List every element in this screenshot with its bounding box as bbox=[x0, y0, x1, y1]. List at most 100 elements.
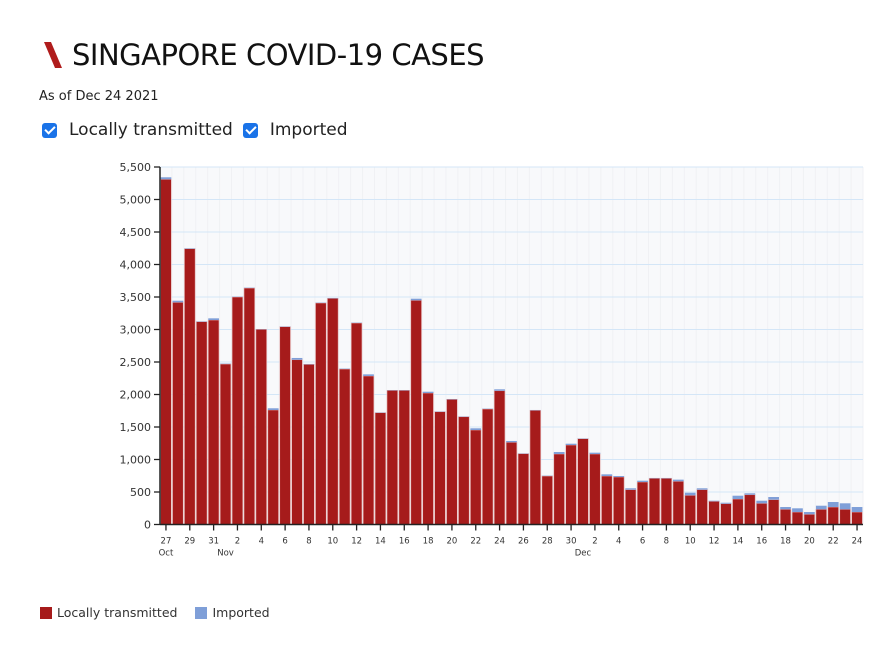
x-tick-label: 8 bbox=[664, 537, 669, 547]
bar-imported bbox=[470, 428, 482, 430]
bar-imported bbox=[160, 177, 172, 180]
title-row: SINGAPORE COVID-19 CASES bbox=[40, 38, 485, 72]
bar-locally-transmitted bbox=[493, 390, 506, 525]
bar-imported bbox=[625, 488, 637, 490]
y-tick-label: 2,000 bbox=[120, 389, 152, 402]
locally-transmitted-checkbox[interactable] bbox=[42, 122, 57, 138]
x-tick-label: 4 bbox=[259, 537, 264, 547]
bar-locally-transmitted bbox=[219, 363, 232, 525]
x-tick-label: 4 bbox=[616, 537, 621, 547]
bar-locally-transmitted bbox=[708, 500, 720, 525]
filter-label: Locally transmitted bbox=[69, 120, 233, 140]
bar-imported bbox=[494, 389, 505, 391]
bar-locally-transmitted bbox=[291, 359, 303, 525]
bar-locally-transmitted bbox=[196, 321, 208, 525]
bar-locally-transmitted bbox=[541, 475, 553, 525]
x-tick-label: 20 bbox=[447, 537, 458, 547]
bar-imported bbox=[792, 508, 803, 513]
bar-locally-transmitted bbox=[791, 511, 804, 525]
y-tick-label: 4,500 bbox=[120, 226, 152, 239]
bar-locally-transmitted bbox=[720, 503, 732, 525]
x-month-label: Oct bbox=[159, 549, 174, 559]
x-tick-label: 22 bbox=[470, 537, 481, 547]
filter-imported[interactable]: Imported bbox=[242, 120, 348, 140]
x-month-label: Nov bbox=[217, 549, 234, 559]
bar-imported bbox=[565, 443, 577, 446]
bar-locally-transmitted bbox=[601, 475, 613, 525]
bar-imported bbox=[172, 300, 184, 303]
bar-locally-transmitted bbox=[660, 477, 673, 525]
x-tick-label: 22 bbox=[828, 537, 839, 547]
y-tick-label: 2,500 bbox=[120, 356, 152, 369]
bar-locally-transmitted bbox=[851, 511, 863, 525]
bar-locally-transmitted bbox=[446, 399, 458, 525]
bar-locally-transmitted bbox=[529, 409, 541, 525]
y-tick-label: 1,500 bbox=[120, 421, 152, 434]
bar-locally-transmitted bbox=[815, 508, 827, 525]
bar-locally-transmitted bbox=[422, 392, 434, 525]
bar-locally-transmitted bbox=[303, 364, 315, 525]
bar-imported bbox=[827, 502, 839, 508]
bar-imported bbox=[601, 474, 613, 477]
x-tick-label: 10 bbox=[327, 537, 338, 547]
bar-imported bbox=[589, 452, 601, 454]
bar-locally-transmitted bbox=[767, 499, 780, 525]
filter-locally-transmitted[interactable]: Locally transmitted bbox=[42, 120, 233, 140]
x-tick-label: 20 bbox=[804, 537, 815, 547]
x-tick-label: 14 bbox=[732, 537, 743, 547]
bar-locally-transmitted bbox=[243, 287, 256, 525]
x-tick-label: 12 bbox=[709, 537, 720, 547]
page-title: SINGAPORE COVID-19 CASES bbox=[72, 38, 485, 72]
imported-checkbox[interactable] bbox=[242, 122, 258, 138]
y-tick-label: 1,000 bbox=[120, 454, 152, 467]
bar-locally-transmitted bbox=[434, 411, 446, 525]
bar-imported bbox=[839, 503, 851, 510]
x-tick-label: 8 bbox=[306, 537, 311, 547]
x-tick-label: 6 bbox=[640, 537, 645, 547]
bar-imported bbox=[696, 488, 708, 490]
bar-locally-transmitted bbox=[505, 441, 518, 525]
bar-imported bbox=[804, 512, 815, 515]
bar-locally-transmitted bbox=[327, 297, 339, 525]
bar-imported bbox=[780, 507, 791, 510]
bar-locally-transmitted bbox=[672, 480, 684, 525]
bar-locally-transmitted bbox=[827, 506, 839, 525]
x-tick-label: 18 bbox=[780, 537, 791, 547]
bar-imported bbox=[768, 497, 779, 500]
legend-swatch-local bbox=[40, 606, 52, 619]
bar-locally-transmitted bbox=[803, 513, 816, 525]
bar-imported bbox=[720, 502, 732, 504]
x-tick-label: 16 bbox=[756, 537, 767, 547]
bar-locally-transmitted bbox=[613, 476, 625, 525]
x-tick-label: 2 bbox=[235, 537, 240, 547]
bar-locally-transmitted bbox=[255, 329, 267, 525]
bar-locally-transmitted bbox=[362, 375, 375, 525]
bar-imported bbox=[208, 318, 219, 321]
bar-imported bbox=[267, 408, 279, 410]
bar-locally-transmitted bbox=[636, 481, 649, 525]
bar-locally-transmitted bbox=[839, 508, 851, 525]
bar-locally-transmitted bbox=[279, 326, 291, 525]
bar-locally-transmitted bbox=[696, 489, 708, 525]
x-tick-label: 12 bbox=[351, 537, 362, 547]
x-tick-label: 14 bbox=[375, 537, 386, 547]
legend-label: Locally transmitted bbox=[57, 605, 178, 620]
bar-imported bbox=[732, 495, 744, 500]
bar-imported bbox=[613, 476, 625, 477]
bar-imported bbox=[756, 500, 768, 504]
x-tick-label: 16 bbox=[399, 537, 410, 547]
x-tick-label: 24 bbox=[852, 537, 863, 547]
bar-locally-transmitted bbox=[732, 498, 744, 525]
bar-locally-transmitted bbox=[339, 368, 351, 525]
bar-locally-transmitted bbox=[267, 409, 279, 525]
bar-imported bbox=[744, 493, 756, 495]
x-tick-label: 6 bbox=[282, 537, 287, 547]
bar-locally-transmitted bbox=[374, 412, 387, 525]
x-tick-label: 29 bbox=[184, 537, 195, 547]
bar-locally-transmitted bbox=[458, 416, 470, 525]
bar-locally-transmitted bbox=[184, 248, 196, 525]
legend-item-local: Locally transmitted bbox=[40, 605, 177, 620]
x-tick-label: 18 bbox=[423, 537, 434, 547]
brand-slash-icon bbox=[40, 40, 66, 70]
bar-locally-transmitted bbox=[744, 494, 756, 525]
